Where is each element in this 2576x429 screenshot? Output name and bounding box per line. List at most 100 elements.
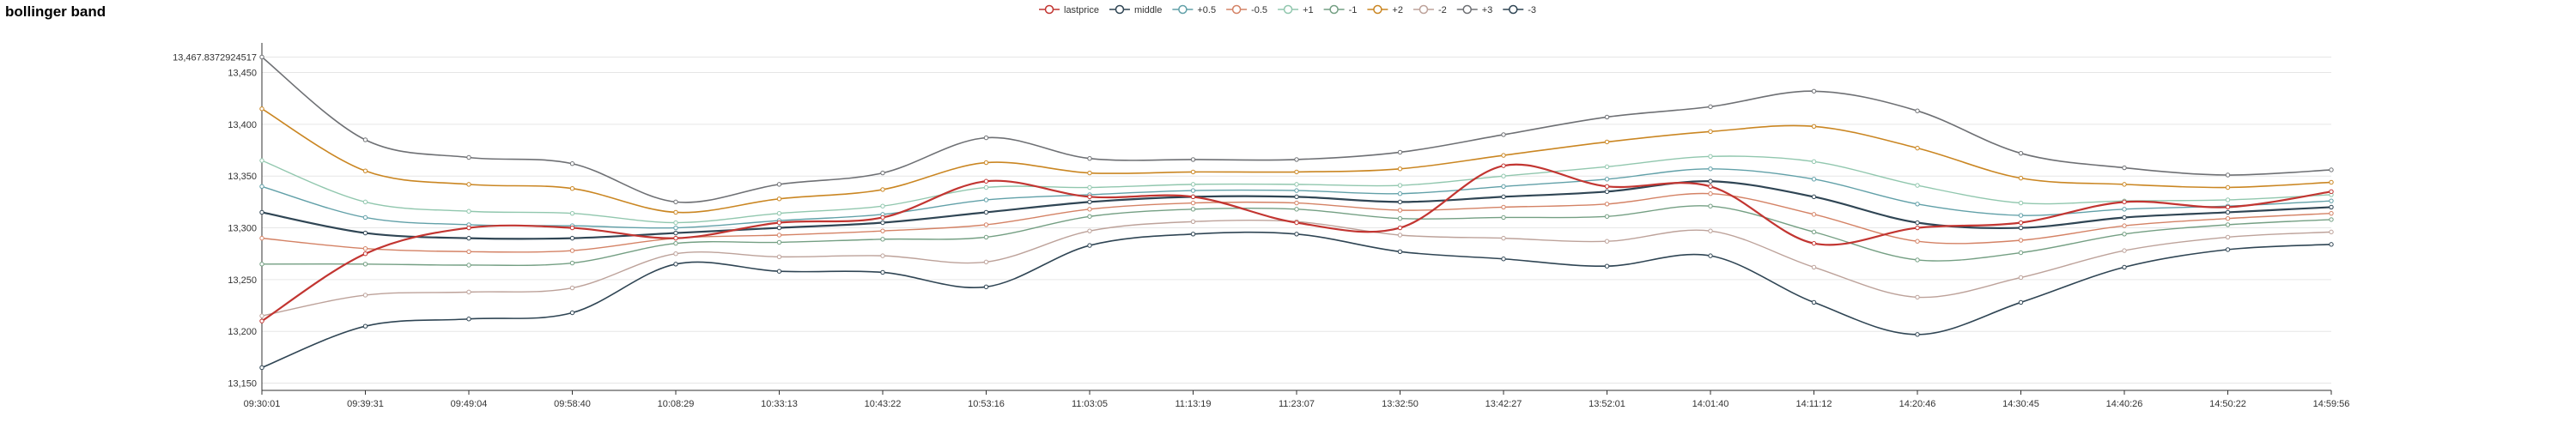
legend-marker [1231,4,1242,15]
legend-item-+3[interactable]: +3 [1456,4,1493,15]
data-point [2122,248,2127,253]
data-point [1501,132,1506,137]
data-point [880,237,885,242]
x-tick-label: 09:39:31 [347,399,384,409]
legend-item--0.5[interactable]: -0.5 [1226,4,1267,15]
series-line [261,205,2332,266]
data-point [1811,229,1817,235]
data-point [2018,250,2024,256]
data-point [569,310,575,316]
data-point [569,248,575,253]
data-point [2225,184,2231,190]
data-point [1397,225,1403,231]
legend-label: -2 [1438,5,1447,15]
data-point [2018,299,2024,305]
series-layer [259,54,2334,371]
data-point [466,208,471,214]
data-point [2225,222,2231,227]
data-point [776,182,782,187]
data-point [1397,149,1403,155]
legend-label: -1 [1349,5,1358,15]
legend-label: +2 [1392,5,1403,15]
data-point [1915,183,1920,188]
data-point [259,184,264,189]
x-tick-label: 13:52:01 [1589,399,1625,409]
legend-label: -0.5 [1251,5,1267,15]
legend-item--1[interactable]: -1 [1323,4,1358,15]
data-point [1708,104,1713,110]
data-point [673,225,678,231]
x-tick-label: 14:59:56 [2313,399,2350,409]
data-point [1397,191,1403,196]
series-lastprice [259,163,2334,323]
x-tick-label: 14:40:26 [2106,399,2143,409]
x-axis: 09:30:01 09:39:31 09:49:04 09:58:40 10:08:29… [244,390,2350,409]
data-point [2329,217,2334,222]
x-tick-label: 09:58:40 [554,399,591,409]
x-tick-label: 14:20:46 [1899,399,1936,409]
legend[interactable]: lastprice middle +0.5 -0.5 +1 -1 +2 -2 +3 -3 [1039,4,1536,15]
data-point [1397,215,1403,221]
data-point [2018,225,2024,231]
data-point [1294,169,1299,175]
x-tick-label: 10:33:13 [761,399,798,409]
data-point [1604,164,1610,170]
data-point [259,209,264,215]
data-point [2018,200,2024,206]
data-point [2122,207,2127,212]
series--0.5 [259,191,2334,255]
data-point [2018,275,2024,281]
data-point [1087,207,1092,212]
data-point [673,209,678,215]
data-point [880,228,885,233]
grid [262,56,2331,384]
data-point [569,225,575,231]
data-point [1397,199,1403,205]
data-point [1915,294,1920,300]
data-point [673,251,678,257]
data-point [2225,172,2231,178]
data-point [569,285,575,291]
data-point [880,269,885,275]
legend-item-lastprice[interactable]: lastprice [1039,4,1099,15]
x-tick-label: 09:30:01 [244,399,281,409]
data-point [2329,167,2334,172]
data-point [1087,214,1092,219]
data-point [1501,214,1506,221]
legend-item--2[interactable]: -2 [1413,4,1447,15]
legend-label: +0.5 [1197,5,1216,15]
data-point [259,313,264,318]
legend-item-+0.5[interactable]: +0.5 [1172,4,1216,15]
data-point [983,259,989,265]
data-point [673,235,678,241]
y-tick-label: 13,450 [228,69,257,79]
x-tick-label: 10:43:22 [865,399,902,409]
data-point [2329,179,2334,185]
data-point [1087,170,1092,176]
legend-item-+2[interactable]: +2 [1367,4,1403,15]
data-point [2122,214,2127,221]
data-point [1811,177,1817,182]
data-point [1708,228,1713,233]
data-point [1811,124,1817,129]
data-point [1604,114,1610,120]
data-point [362,245,368,251]
data-point [1294,207,1299,212]
data-point [983,284,989,290]
data-point [1501,153,1506,158]
legend-marker [1509,4,1518,15]
data-point [1604,202,1610,207]
data-point [2122,199,2127,205]
data-point [1087,156,1092,161]
x-tick-label: 14:11:12 [1795,399,1832,409]
data-point [1397,233,1403,238]
data-point [2122,165,2127,171]
legend-item-middle[interactable]: middle [1109,4,1162,15]
data-point [2225,234,2231,240]
data-point [1190,219,1196,225]
legend-item--3[interactable]: -3 [1503,4,1536,15]
x-tick-label: 13:42:27 [1485,399,1522,409]
data-point [1915,239,1920,244]
legend-item-+1[interactable]: +1 [1278,4,1314,15]
